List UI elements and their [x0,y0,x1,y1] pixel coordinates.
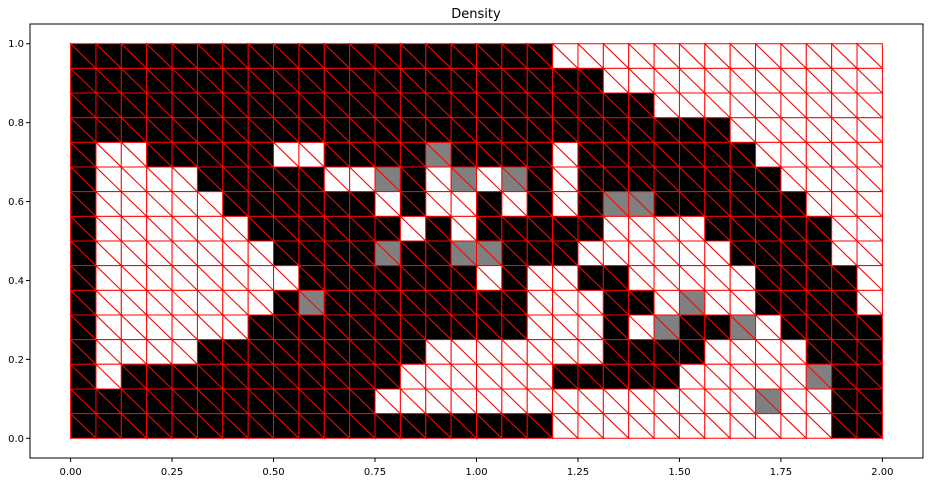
mesh-triangle [855,339,883,366]
mesh-triangle [855,166,883,193]
mesh-triangle [855,413,883,440]
y-tick-label: 0.2 [8,355,24,366]
x-tick-label: 0.00 [59,467,81,478]
x-tick-label: 0.25 [161,467,183,478]
y-axis: 0.0 0.2 0.4 0.6 0.8 1.0 [8,39,30,445]
mesh-triangle [855,363,883,391]
mesh-triangle [855,67,883,95]
mesh-triangle [855,141,883,169]
mesh-triangle [855,117,883,144]
mesh-triangle [855,240,883,267]
x-tick-label: 1.50 [668,467,690,478]
mesh-triangle [855,314,883,341]
chart-title: Density [451,7,501,22]
mesh-triangle [855,191,883,218]
mesh-triangle [855,289,883,317]
x-tick-label: 1.00 [465,467,487,478]
mesh-triangle [855,43,883,70]
x-tick-label: 1.75 [770,467,792,478]
x-tick-label: 0.75 [364,467,386,478]
y-tick-label: 1.0 [8,39,24,50]
mesh-triangle [855,265,883,292]
x-tick-label: 0.50 [262,467,284,478]
y-tick-label: 0.0 [8,434,24,445]
density-mesh [69,42,884,440]
mesh-triangle [855,215,883,243]
x-tick-label: 2.00 [871,467,893,478]
y-tick-label: 0.4 [8,276,24,287]
y-tick-label: 0.8 [8,118,24,129]
x-axis: 0.00 0.25 0.50 0.75 1.00 1.25 1.50 1.75 2.00 [59,458,894,478]
mesh-triangle [855,388,883,415]
y-tick-label: 0.6 [8,197,24,208]
x-tick-label: 1.25 [567,467,589,478]
mesh-triangle [855,92,883,119]
